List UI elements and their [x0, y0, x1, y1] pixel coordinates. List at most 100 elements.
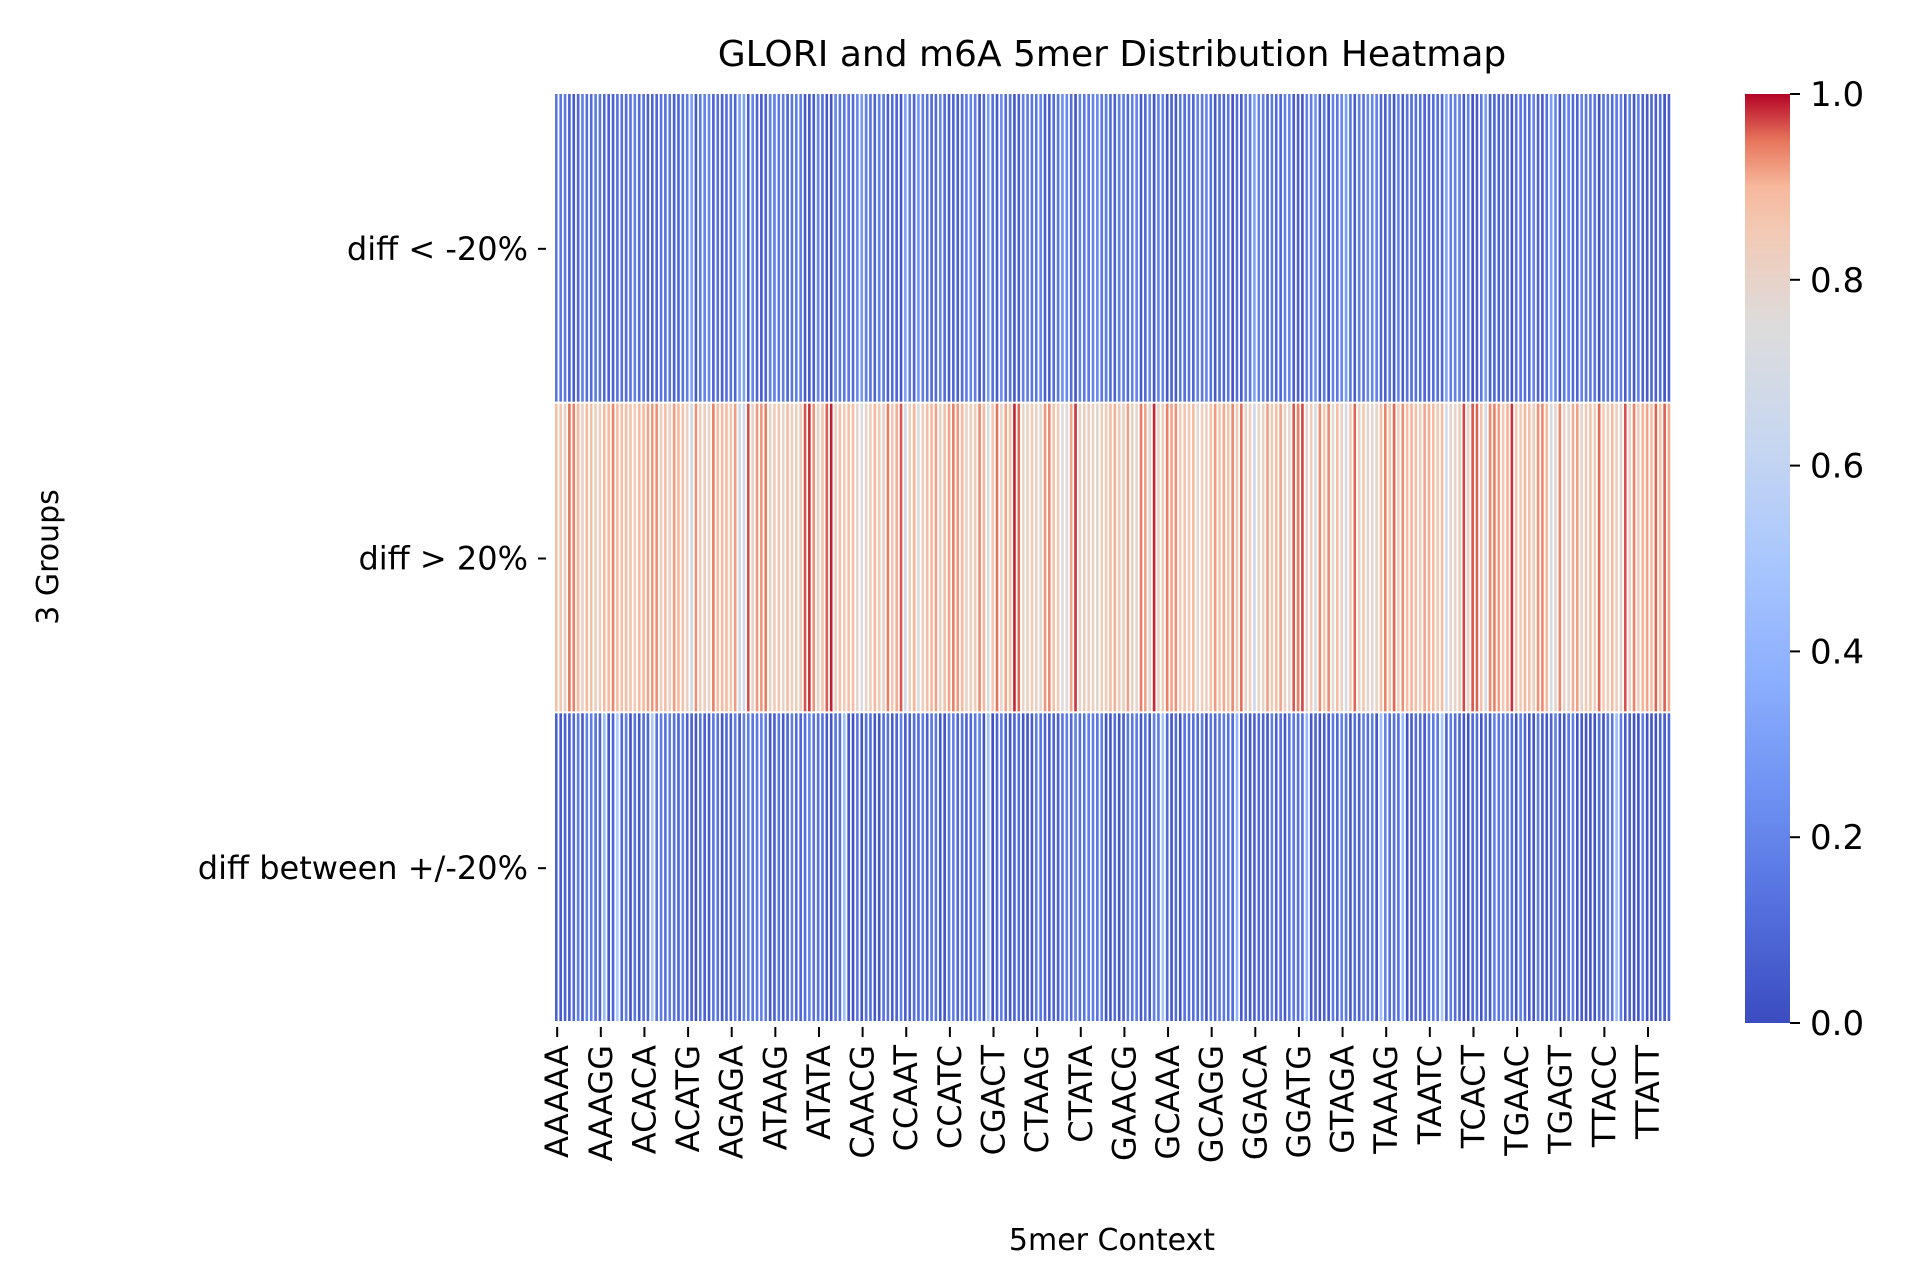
heatmap-cell-gap — [1116, 403, 1118, 712]
heatmap-cell — [1301, 94, 1304, 402]
heatmap-cell-gap — [1129, 713, 1131, 1021]
heatmap-cell — [707, 94, 711, 402]
heatmap-cell-gap — [1469, 94, 1472, 402]
heatmap-cell-gap — [775, 94, 778, 402]
heatmap-cell — [982, 713, 986, 1021]
heatmap-cell — [1200, 94, 1204, 402]
heatmap-cell — [1514, 713, 1518, 1021]
heatmap-cell-gap — [1508, 403, 1511, 712]
heatmap-cell — [1589, 94, 1592, 402]
heatmap-cell — [1632, 94, 1636, 402]
heatmap-cell — [803, 94, 807, 402]
heatmap-cell — [1628, 94, 1632, 402]
heatmap-cell-gap — [797, 713, 800, 1021]
heatmap-cell — [1637, 713, 1640, 1021]
heatmap-cell — [842, 94, 846, 402]
heatmap-cell — [856, 94, 859, 402]
heatmap-cell — [1549, 403, 1553, 712]
heatmap-cell-gap — [1055, 403, 1057, 712]
heatmap-cell-gap — [1670, 94, 1672, 402]
heatmap-cell — [1170, 403, 1173, 712]
heatmap-cell — [664, 94, 667, 402]
heatmap-cell-gap — [1277, 94, 1280, 402]
heatmap-cell — [803, 403, 807, 712]
heatmap-cell — [1349, 713, 1352, 1021]
heatmap-cell — [956, 403, 960, 712]
heatmap-cell — [1357, 713, 1361, 1021]
heatmap-cell-gap — [902, 713, 905, 1021]
heatmap-cell-gap — [601, 403, 603, 712]
heatmap-cell-gap — [1351, 713, 1354, 1021]
heatmap-cell — [1619, 403, 1623, 712]
heatmap-cell — [1305, 713, 1309, 1021]
heatmap-cell — [1501, 713, 1505, 1021]
heatmap-cell — [1270, 713, 1274, 1021]
heatmap-cell-gap — [1194, 94, 1197, 402]
heatmap-cell — [799, 403, 803, 712]
heatmap-cell — [1253, 713, 1256, 1021]
heatmap-cell-gap — [1220, 713, 1223, 1021]
heatmap-cell — [873, 403, 877, 712]
heatmap-cell-gap — [780, 94, 782, 402]
heatmap-cell — [1536, 403, 1540, 712]
heatmap-cell — [803, 713, 807, 1021]
heatmap-cell-gap — [985, 403, 987, 712]
heatmap-cell-gap — [1081, 713, 1083, 1021]
heatmap-cell-gap — [1242, 713, 1245, 1021]
heatmap-cell — [1000, 713, 1003, 1021]
heatmap-cell — [1405, 403, 1409, 712]
heatmap-cell — [1061, 94, 1064, 402]
heatmap-cell — [1532, 94, 1536, 402]
heatmap-cell — [581, 403, 584, 712]
heatmap-cell-gap — [863, 94, 865, 402]
heatmap-cell-gap — [902, 403, 905, 712]
heatmap-cell — [1065, 94, 1069, 402]
heatmap-cell-gap — [924, 713, 926, 1021]
heatmap-cell-gap — [828, 403, 830, 712]
heatmap-cell-gap — [793, 94, 795, 402]
heatmap-cell — [886, 713, 890, 1021]
heatmap-cell-gap — [1391, 403, 1393, 712]
heatmap-cell — [685, 403, 689, 712]
heatmap-cell-gap — [889, 403, 891, 712]
heatmap-cell — [1493, 94, 1496, 402]
heatmap-cell — [1658, 94, 1662, 402]
heatmap-cell-gap — [1098, 713, 1101, 1021]
heatmap-cell — [1296, 713, 1300, 1021]
heatmap-cell-gap — [1399, 94, 1402, 402]
x-tick-label: ACACA — [625, 1045, 663, 1154]
x-axis-label: 5mer Context — [1009, 1223, 1215, 1258]
heatmap-cell — [746, 713, 750, 1021]
heatmap-cell — [629, 713, 632, 1021]
heatmap-cell-gap — [666, 713, 669, 1021]
heatmap-cell-gap — [714, 713, 717, 1021]
heatmap-cell-gap — [636, 403, 638, 712]
heatmap-cell — [1069, 94, 1073, 402]
heatmap-cell-gap — [1308, 713, 1310, 1021]
heatmap-cell — [851, 94, 855, 402]
heatmap-cell-gap — [1225, 94, 1227, 402]
heatmap-cell — [742, 713, 746, 1021]
heatmap-cell — [738, 713, 741, 1021]
heatmap-cell-gap — [653, 94, 656, 402]
heatmap-cell — [664, 713, 667, 1021]
heatmap-cell — [655, 713, 659, 1021]
heatmap-cell-gap — [1072, 713, 1075, 1021]
heatmap-cell-gap — [915, 403, 918, 712]
heatmap-cell — [764, 94, 768, 402]
heatmap-cell-gap — [1251, 94, 1254, 402]
heatmap-cell — [1013, 713, 1016, 1021]
heatmap-cell — [1650, 94, 1653, 402]
heatmap-cell-gap — [1138, 403, 1140, 712]
heatmap-cell-gap — [1002, 94, 1005, 402]
heatmap-cell-gap — [1543, 403, 1546, 712]
heatmap-cell-gap — [1264, 403, 1267, 712]
heatmap-cell — [1375, 713, 1379, 1021]
heatmap-cell-gap — [1399, 713, 1402, 1021]
heatmap-cell-gap — [1491, 403, 1494, 712]
heatmap-cell — [1274, 713, 1278, 1021]
heatmap-cell — [720, 94, 724, 402]
heatmap-cell-gap — [1404, 403, 1406, 712]
heatmap-cell-gap — [1229, 94, 1232, 402]
heatmap-cell — [1388, 403, 1392, 712]
